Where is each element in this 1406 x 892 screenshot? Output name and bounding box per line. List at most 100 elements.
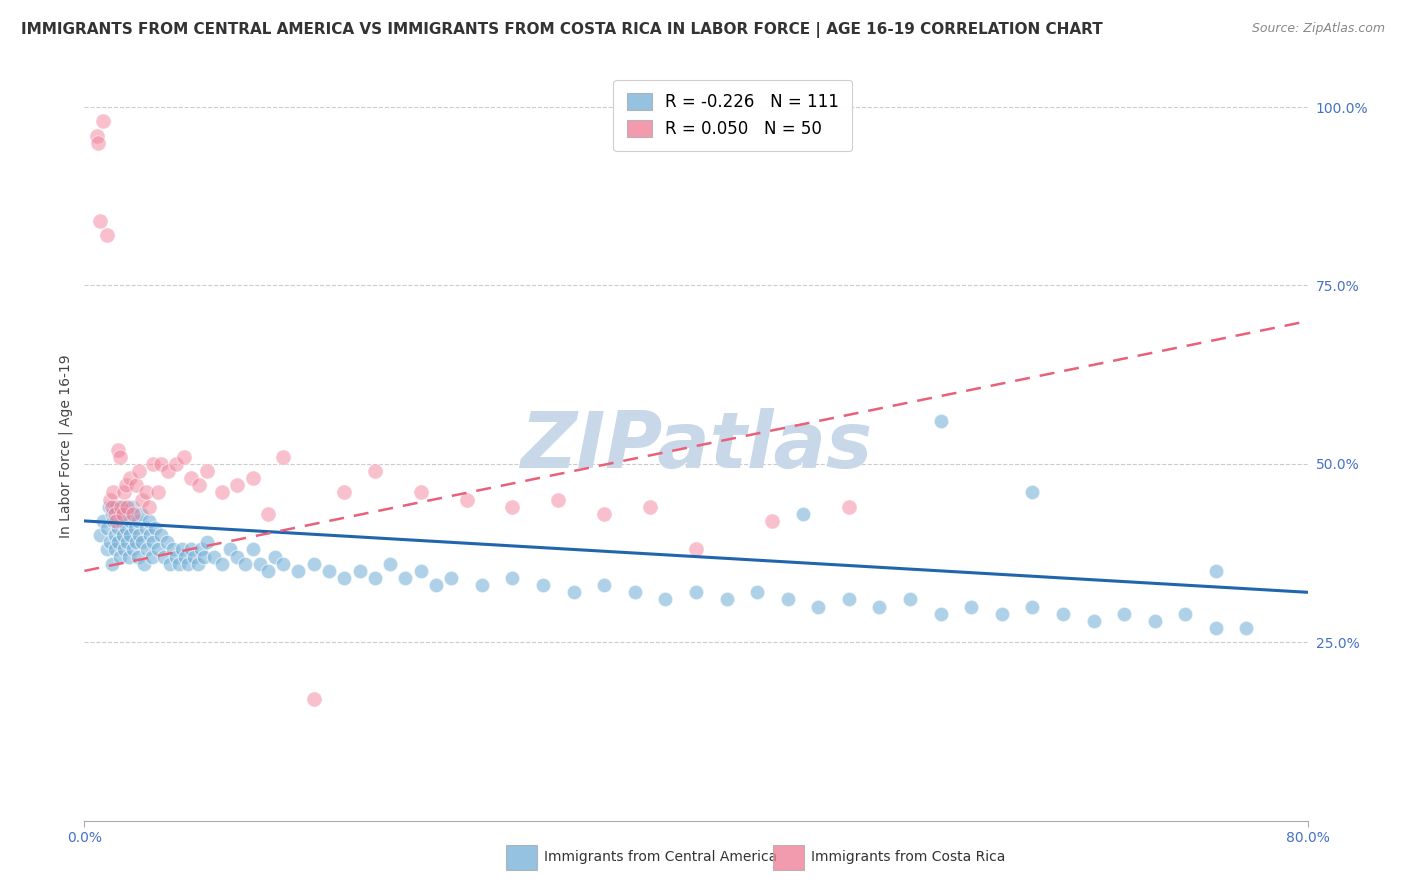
Point [193,549,215,564]
Point [380,557,402,571]
Point [211,485,233,500]
Point [108,507,131,521]
Point [195,464,218,478]
Point [502,571,524,585]
Point [409,564,432,578]
Point [89,214,111,228]
Point [1052,607,1074,621]
Point [174,549,197,564]
Point [685,542,707,557]
Point [91,114,114,128]
Point [1143,614,1166,628]
Point [180,542,202,557]
Point [120,514,142,528]
Point [149,457,172,471]
Point [131,535,153,549]
Point [87,136,110,150]
Point [180,471,202,485]
Point [120,471,142,485]
Point [318,564,340,578]
Point [101,557,124,571]
Text: Immigrants from Central America: Immigrants from Central America [544,850,778,864]
Point [226,478,249,492]
Point [89,528,111,542]
Point [960,599,983,614]
Point [991,607,1014,621]
Point [333,571,356,585]
Point [104,528,127,542]
Point [128,464,150,478]
Point [122,542,145,557]
Point [1205,621,1227,635]
Point [128,528,150,542]
Point [425,578,447,592]
Point [838,592,860,607]
Point [111,500,134,514]
Point [162,542,184,557]
Point [165,549,187,564]
Point [96,542,118,557]
Point [242,542,264,557]
Point [173,450,195,464]
Text: IMMIGRANTS FROM CENTRAL AMERICA VS IMMIGRANTS FROM COSTA RICA IN LABOR FORCE | A: IMMIGRANTS FROM CENTRAL AMERICA VS IMMIG… [21,22,1102,38]
Point [177,557,200,571]
Point [98,492,121,507]
Point [115,500,138,514]
Point [531,578,554,592]
Point [115,507,138,521]
Point [157,464,180,478]
Point [502,500,524,514]
Point [302,692,325,706]
Point [103,485,125,500]
Point [167,557,190,571]
Point [146,542,169,557]
Point [132,557,155,571]
Point [333,485,356,500]
Point [1174,607,1197,621]
Point [110,514,132,528]
Point [112,485,135,500]
Point [287,564,309,578]
Point [86,128,108,143]
Point [211,557,233,571]
Point [1021,599,1043,614]
Point [456,492,478,507]
Point [135,521,157,535]
Point [638,500,661,514]
Point [271,450,294,464]
Point [114,478,136,492]
Point [97,500,120,514]
Point [125,478,148,492]
Point [776,592,799,607]
Point [929,607,952,621]
Point [257,564,280,578]
Point [108,549,131,564]
Text: Immigrants from Costa Rica: Immigrants from Costa Rica [811,850,1005,864]
Point [131,492,153,507]
Point [364,464,387,478]
Point [103,514,125,528]
Point [146,485,169,500]
Point [264,549,287,564]
Point [149,528,172,542]
Point [440,571,463,585]
Point [257,507,280,521]
Point [1083,614,1105,628]
Point [107,521,129,535]
Point [105,500,128,514]
Point [159,557,181,571]
Point [96,521,118,535]
Point [153,549,176,564]
Point [195,535,218,549]
Point [135,485,157,500]
Point [122,507,145,521]
Point [118,549,141,564]
Point [111,507,134,521]
Point [101,500,124,514]
Point [143,521,166,535]
Point [165,457,187,471]
Point [593,507,616,521]
Point [142,457,165,471]
Point [138,514,160,528]
Point [190,542,212,557]
